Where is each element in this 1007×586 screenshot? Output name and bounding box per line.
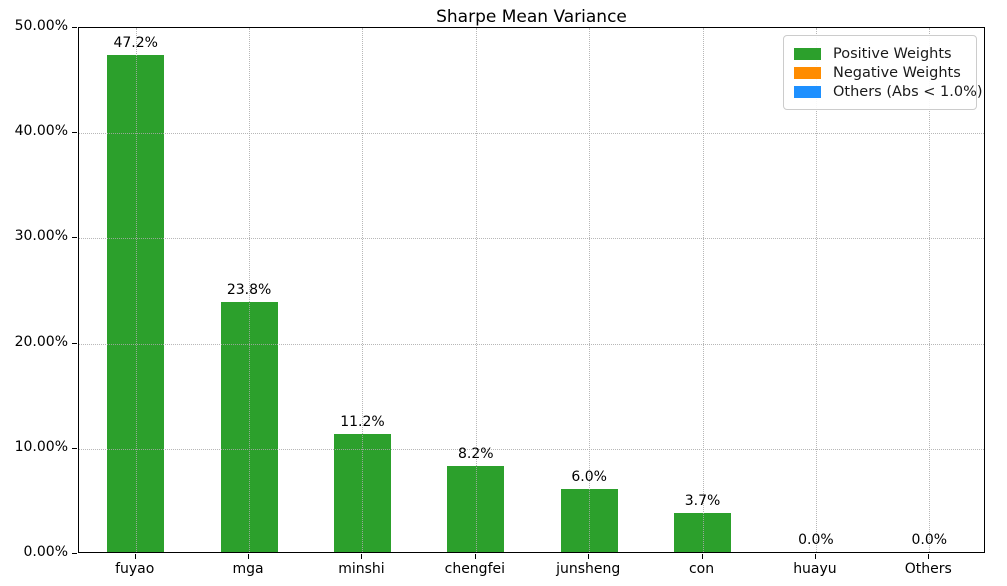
y-tick-label: 30.00% <box>14 228 68 245</box>
bar-value-label: 8.2% <box>458 445 494 462</box>
x-tick-mark <box>928 554 930 559</box>
x-tick-mark <box>361 554 363 559</box>
gridline-horizontal <box>79 343 984 345</box>
y-tick-label: 0.00% <box>23 544 68 560</box>
y-tick-label: 50.00% <box>14 18 68 34</box>
x-tick-mark <box>588 554 590 559</box>
x-tick-mark <box>134 554 136 559</box>
bar-value-label: 3.7% <box>684 493 721 510</box>
y-tick-mark <box>72 447 77 449</box>
bar-value-label: 0.0% <box>911 532 948 548</box>
legend-row: Positive Weights <box>794 45 966 62</box>
gridline-vertical <box>249 28 251 552</box>
bar-value-label: 23.8% <box>226 281 272 298</box>
gridline-vertical <box>475 28 477 552</box>
gridline-vertical <box>589 28 591 552</box>
x-tick-label-minshi: minshi <box>338 561 385 577</box>
gridline-horizontal <box>79 133 984 135</box>
y-tick-mark <box>72 132 77 134</box>
x-tick-label-mga: mga <box>232 561 264 577</box>
x-tick-label-con: con <box>688 561 715 577</box>
legend-label: Others (Abs < 1.0%) <box>833 83 983 100</box>
chart-title: Sharpe Mean Variance <box>436 7 627 27</box>
bar-value-label: 11.2% <box>340 414 385 431</box>
y-tick-label: 10.00% <box>14 438 68 455</box>
bar-value-label: 0.0% <box>798 532 834 548</box>
x-tick-mark <box>248 554 250 559</box>
bar-value-label: 6.0% <box>571 468 607 485</box>
gridline-vertical <box>135 28 137 552</box>
x-tick-mark <box>474 554 476 559</box>
x-tick-label-chengfei: chengfei <box>444 561 505 577</box>
x-tick-label-junsheng: junsheng <box>556 561 621 577</box>
legend-label: Negative Weights <box>833 64 961 81</box>
plot-area: 47.2% 23.8% 11.2% 8.2% 6.0% 3.7% 0.0% 0.0% <box>78 27 985 553</box>
legend-swatch-icon <box>794 47 821 60</box>
y-tick-mark <box>72 553 77 554</box>
x-tick-label-Others: Others <box>904 561 952 577</box>
gridline-horizontal <box>79 448 984 450</box>
y-tick-label: 20.00% <box>14 333 68 350</box>
legend-row: Others (Abs < 1.0%) <box>794 83 983 100</box>
bar-value-label: 47.2% <box>113 35 158 52</box>
x-tick-mark <box>814 554 816 559</box>
y-tick-mark <box>72 342 77 344</box>
legend-row: Negative Weights <box>794 64 966 81</box>
x-tick-label-fuyao: fuyao <box>115 561 155 577</box>
y-tick-label: 40.00% <box>14 123 68 140</box>
legend-swatch-icon <box>794 85 821 98</box>
x-tick-label-huayu: huayu <box>793 561 837 577</box>
legend: Positive Weights Negative Weights Others (… <box>783 35 983 110</box>
gridline-vertical <box>702 28 704 552</box>
y-tick-mark <box>72 237 77 239</box>
x-tick-mark <box>701 554 703 559</box>
gridline-horizontal <box>79 238 984 240</box>
y-tick-mark <box>72 27 77 28</box>
gridline-vertical <box>929 28 931 552</box>
gridline-vertical <box>362 28 364 552</box>
legend-swatch-icon <box>794 66 821 79</box>
gridline-vertical <box>815 28 817 552</box>
legend-label: Positive Weights <box>833 45 952 62</box>
